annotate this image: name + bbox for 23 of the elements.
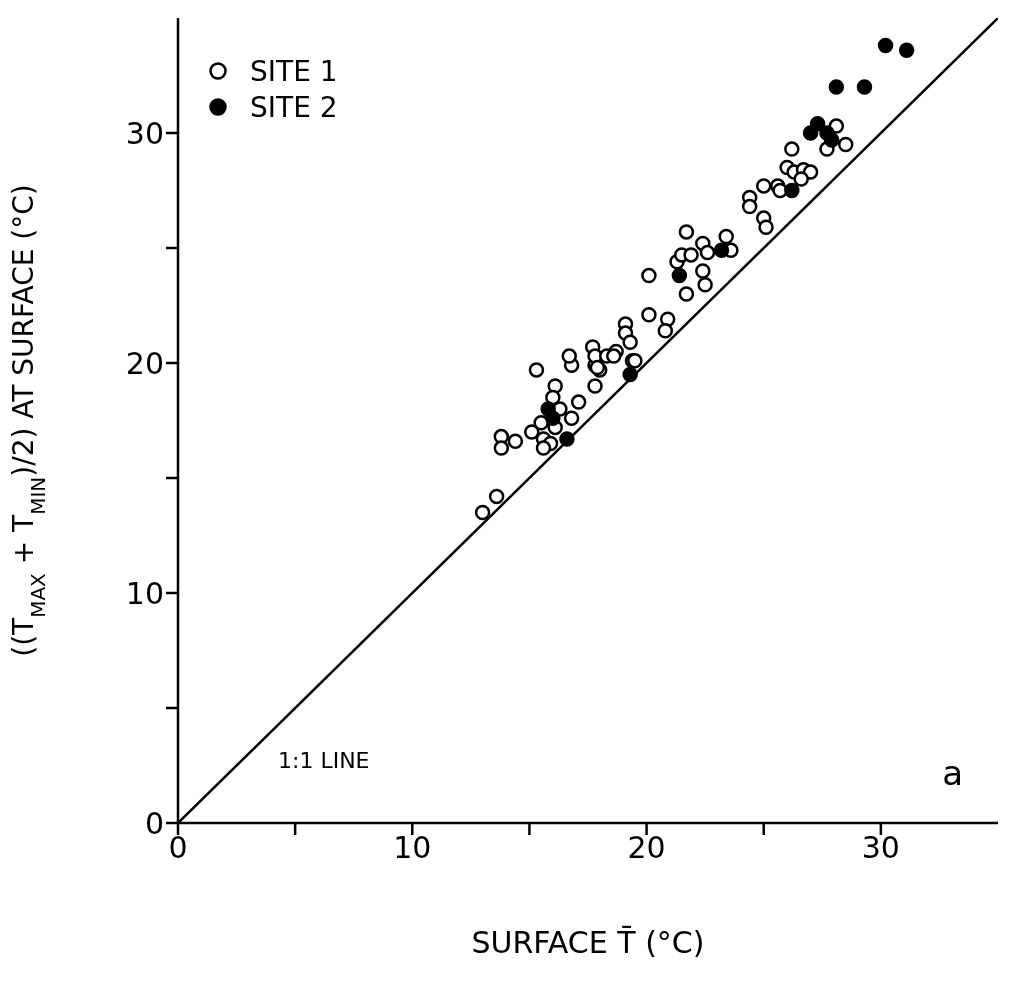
y-tick-label: 30 <box>125 115 164 151</box>
point <box>784 182 800 199</box>
y-tick-label: 10 <box>125 575 164 611</box>
point <box>828 79 845 95</box>
annotation: 1:1 LINE <box>278 748 370 773</box>
legend-label: SITE 1 <box>250 54 338 88</box>
point <box>898 42 915 58</box>
x-tick-label: 20 <box>627 830 666 866</box>
point <box>856 79 873 95</box>
point <box>671 267 688 284</box>
y-tick-label: 20 <box>125 345 164 381</box>
y-tick-label: 0 <box>144 805 164 841</box>
legend-label: SITE 2 <box>250 90 338 124</box>
point <box>823 132 840 148</box>
x-axis-title: SURFACE T̄ (°C) <box>471 924 705 960</box>
point <box>877 37 894 54</box>
point <box>809 116 826 132</box>
x-tick-label: 0 <box>168 830 188 866</box>
point <box>713 242 730 259</box>
point <box>545 410 561 426</box>
x-tick-label: 30 <box>861 830 900 866</box>
annotation: a <box>942 753 963 793</box>
x-tick-label: 10 <box>393 830 432 866</box>
